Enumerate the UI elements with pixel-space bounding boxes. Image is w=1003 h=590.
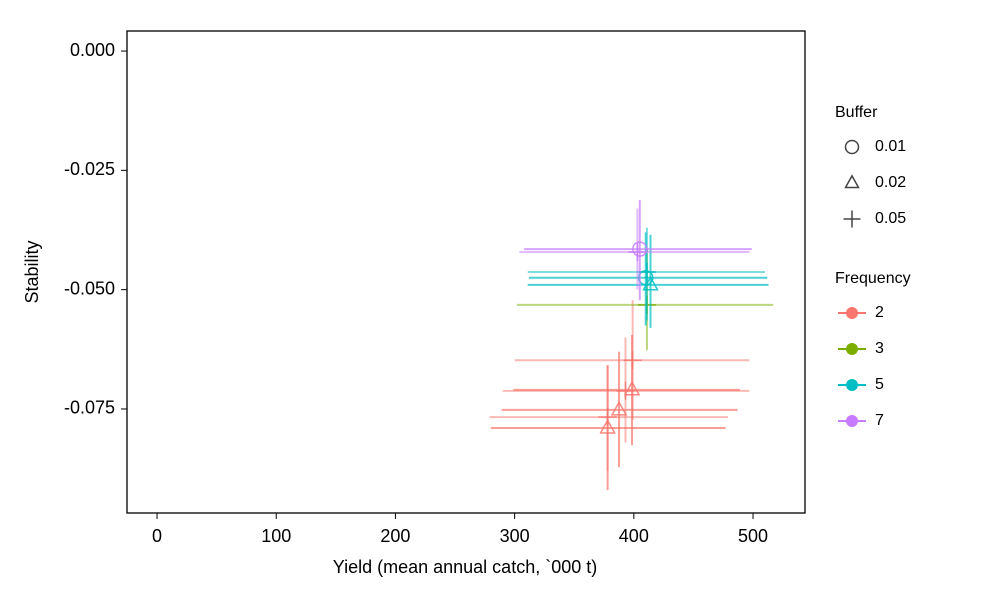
plot-frame <box>126 30 806 514</box>
legend-key <box>846 379 858 391</box>
legend-key <box>846 307 858 319</box>
y-tick-label: -0.075 <box>64 398 115 418</box>
marker <box>623 351 642 370</box>
legend-key <box>844 174 860 189</box>
marker <box>610 400 628 416</box>
x-tick-label: 400 <box>619 526 649 546</box>
legend-key <box>846 343 858 355</box>
legend-label: 0.05 <box>875 210 906 227</box>
marker <box>598 407 617 427</box>
legend-key <box>844 139 860 155</box>
legend-label: 0.02 <box>875 174 906 191</box>
legend-label: 7 <box>875 412 884 429</box>
marker <box>628 242 647 262</box>
x-tick-label: 200 <box>380 526 410 546</box>
legend-label: 3 <box>875 340 884 357</box>
legend-label: 5 <box>875 376 884 393</box>
marker <box>638 269 654 286</box>
y-tick-label: 0.000 <box>70 40 115 60</box>
marker <box>616 381 635 400</box>
legend-title: Buffer <box>835 104 878 121</box>
y-tick-label: -0.050 <box>64 278 115 298</box>
marker <box>637 262 657 282</box>
x-tick-label: 500 <box>738 526 768 546</box>
y-axis-title: Stability <box>22 240 42 303</box>
legend-label: 2 <box>875 304 884 321</box>
x-tick-label: 100 <box>261 526 291 546</box>
legend-label: 0.01 <box>875 138 906 155</box>
legend: Buffer 0.01 0.02 0.05 Frequency 2 3 5 7 <box>835 104 911 429</box>
legend-title: Frequency <box>835 270 911 287</box>
x-axis-title: Yield (mean annual catch, `000 t) <box>333 557 597 577</box>
legend-key <box>843 210 861 228</box>
x-tick-label: 0 <box>152 526 162 546</box>
marker <box>632 241 648 257</box>
y-tick-label: -0.025 <box>64 159 115 179</box>
x-tick-label: 300 <box>500 526 530 546</box>
legend-key <box>846 415 858 427</box>
